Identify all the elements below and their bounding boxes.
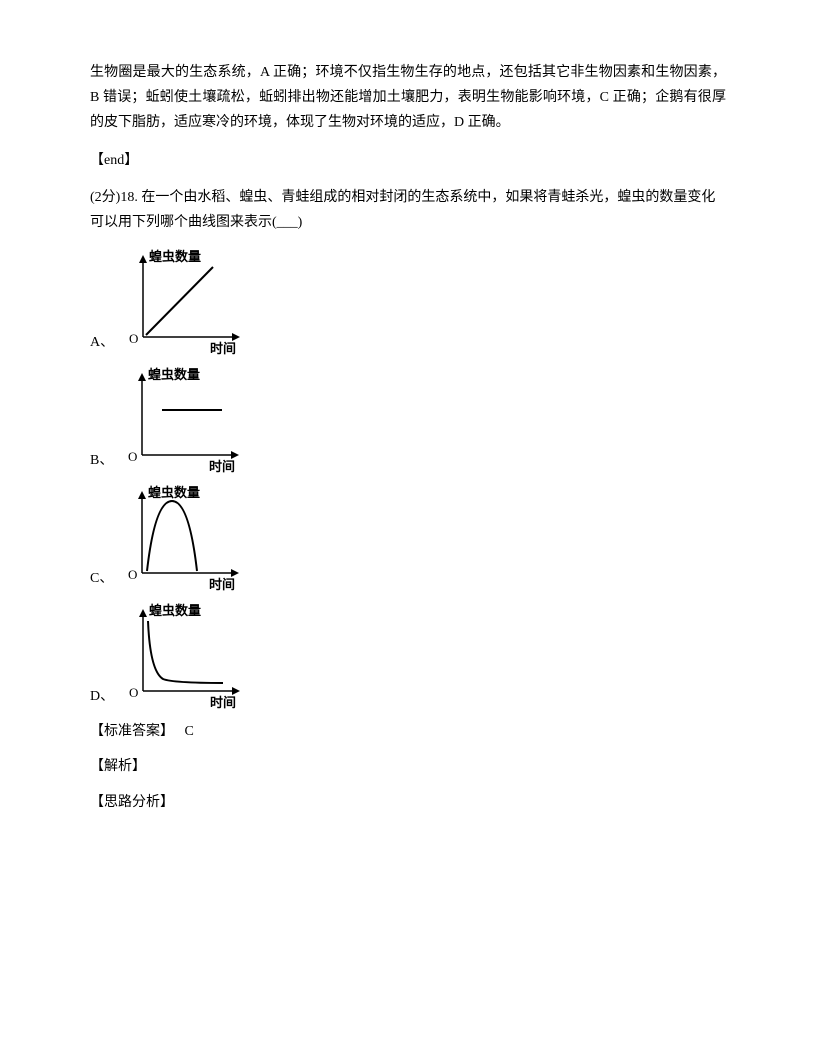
svg-text:时间: 时间 (209, 577, 235, 592)
answer-label: 【标准答案】 (90, 724, 174, 739)
chart-horizontal: 蝗虫数量时间 O (117, 365, 252, 475)
option-label: D、 (90, 684, 114, 711)
options-container: A、蝗虫数量时间OB、蝗虫数量时间OC、蝗虫数量时间OD、蝗虫数量时间O (90, 247, 726, 711)
option-row: D、 蝗虫数量时间 O (90, 601, 726, 711)
chart-decay: 蝗虫数量时间 O (118, 601, 253, 711)
option-label: B、 (90, 448, 113, 475)
question-text: (2分)18. 在一个由水稻、蝗虫、青蛙组成的相对封闭的生态系统中，如果将青蛙杀… (90, 185, 726, 235)
svg-text:时间: 时间 (210, 341, 236, 356)
answer-section: 【标准答案】 C 【解析】 【思路分析】 (90, 719, 726, 815)
svg-text:O: O (128, 567, 137, 582)
answer-value: C (185, 724, 194, 739)
explanation-paragraph: 生物圈是最大的生态系统，A 正确；环境不仅指生物生存的地点，还包括其它非生物因素… (90, 60, 726, 136)
analysis-label: 【解析】 (90, 754, 726, 779)
thought-label: 【思路分析】 (90, 790, 726, 815)
svg-text:O: O (129, 331, 138, 346)
svg-text:时间: 时间 (210, 695, 236, 710)
option-row: A、 蝗虫数量时间 O (90, 247, 726, 357)
chart-parabola: 蝗虫数量时间 O (117, 483, 252, 593)
option-row: B、 蝗虫数量时间 O (90, 365, 726, 475)
svg-text:蝗虫数量: 蝗虫数量 (149, 249, 201, 264)
svg-text:蝗虫数量: 蝗虫数量 (148, 367, 200, 382)
option-label: A、 (90, 330, 114, 357)
svg-text:O: O (128, 449, 137, 464)
svg-text:蝗虫数量: 蝗虫数量 (148, 485, 200, 500)
svg-text:O: O (129, 685, 138, 700)
chart-linear_up: 蝗虫数量时间 O (118, 247, 253, 357)
end-marker: 【end】 (90, 148, 726, 173)
svg-text:时间: 时间 (209, 459, 235, 474)
option-row: C、 蝗虫数量时间 O (90, 483, 726, 593)
option-label: C、 (90, 566, 113, 593)
standard-answer: 【标准答案】 C (90, 719, 726, 744)
svg-text:蝗虫数量: 蝗虫数量 (149, 603, 201, 618)
